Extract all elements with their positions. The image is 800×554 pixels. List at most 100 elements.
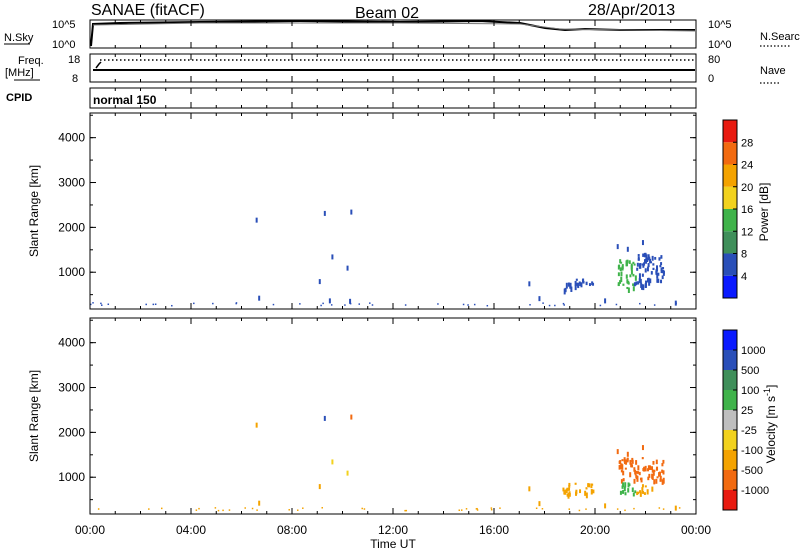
- patch-mark: [622, 478, 625, 482]
- power-colorbar-label: Power [dB]: [757, 183, 771, 242]
- patch-mark: [657, 272, 660, 276]
- patch-mark: [575, 278, 578, 281]
- colorbar-segment: [723, 275, 737, 298]
- near-range-mark: [371, 304, 374, 306]
- patch-mark: [619, 259, 622, 264]
- patch-mark: [624, 492, 627, 496]
- velocity-data-marks: [97, 414, 681, 512]
- patch-mark: [626, 259, 629, 264]
- near-range-mark: [214, 507, 217, 509]
- patch-mark: [633, 263, 636, 266]
- patch-mark: [637, 471, 640, 474]
- patch-mark: [648, 473, 651, 478]
- patch-mark: [643, 492, 646, 495]
- near-range-mark: [490, 508, 493, 511]
- patch-mark: [585, 487, 588, 490]
- near-range-mark: [562, 302, 565, 305]
- patch-mark: [636, 491, 639, 496]
- near-range-mark: [90, 303, 92, 306]
- near-range-mark: [330, 304, 333, 306]
- near-range-mark: [235, 302, 237, 305]
- patch-mark: [636, 475, 639, 482]
- patch-mark: [635, 474, 638, 478]
- patch-mark: [642, 491, 645, 494]
- scatter-mark: [350, 414, 353, 420]
- velocity-ylabel: Slant Range [km]: [27, 370, 41, 462]
- near-range-mark: [148, 508, 150, 510]
- patch-mark: [621, 485, 624, 489]
- near-range-mark: [198, 507, 200, 510]
- patch-mark: [632, 283, 635, 286]
- patch-mark: [631, 459, 634, 464]
- patch-mark: [662, 477, 665, 484]
- patch-mark: [644, 252, 647, 256]
- patch-mark: [588, 283, 591, 287]
- patch-mark: [585, 281, 588, 286]
- scatter-mark: [528, 486, 531, 492]
- freq-label-line1: Freq.: [18, 55, 44, 67]
- patch-mark: [585, 492, 588, 499]
- patch-mark: [644, 485, 647, 488]
- near-range-mark: [462, 303, 465, 306]
- time-axis-ticks: 00:00 04:00 08:00 12:00 16:00 20:00 00:00: [75, 20, 711, 537]
- patch-mark: [662, 459, 665, 464]
- patch-mark: [643, 262, 646, 266]
- patch-mark: [648, 280, 651, 286]
- colorbar-segment: [723, 231, 737, 254]
- patch-mark: [656, 267, 659, 272]
- patch-mark: [641, 484, 644, 488]
- power-ylabel: Slant Range [km]: [27, 165, 41, 257]
- near-range-mark: [321, 507, 323, 509]
- patch-mark: [574, 280, 577, 287]
- y-tick-label: 3000: [58, 176, 85, 190]
- near-range-mark: [542, 302, 544, 304]
- freq-startup-trace: [95, 61, 102, 69]
- velocity-panel-frame: [89, 317, 697, 515]
- patch-mark: [641, 487, 644, 493]
- scatter-mark: [328, 298, 331, 304]
- patch-mark: [633, 467, 636, 472]
- patch-mark: [622, 283, 625, 286]
- scatter-mark: [331, 254, 334, 260]
- patch-mark: [653, 479, 656, 485]
- patch-mark: [637, 281, 640, 285]
- near-range-mark: [624, 509, 626, 512]
- near-range-mark: [217, 509, 220, 512]
- colorbar-segment: [723, 450, 737, 470]
- patch-mark: [639, 490, 642, 493]
- patch-mark: [620, 469, 623, 473]
- colorbar-tick-label: -500: [741, 465, 763, 477]
- patch-mark: [656, 278, 659, 283]
- near-range-mark: [171, 304, 173, 307]
- near-range-mark: [212, 302, 214, 305]
- scatter-mark: [604, 503, 607, 509]
- patch-mark: [569, 282, 572, 287]
- scatter-mark: [626, 246, 629, 252]
- patch-mark: [641, 457, 644, 460]
- patch-mark: [647, 468, 650, 472]
- patch-mark: [644, 465, 647, 472]
- patch-mark: [639, 491, 642, 497]
- patch-mark: [626, 458, 629, 463]
- patch-mark: [661, 463, 664, 467]
- nsearch-series-line: [92, 22, 696, 32]
- power-y-ticks: 1000 2000 3000 4000: [58, 114, 696, 296]
- patch-mark: [568, 492, 571, 497]
- nave-label: Nave: [760, 65, 786, 77]
- patch-mark: [584, 490, 587, 496]
- y-tick-label: 2000: [58, 425, 85, 439]
- scatter-mark: [616, 244, 619, 250]
- freq-left-tick-top: 18: [68, 54, 80, 66]
- nave-right-tick-top: 80: [708, 54, 720, 66]
- near-range-mark: [405, 509, 408, 512]
- near-range-mark: [369, 302, 371, 304]
- colorbar-segment: [723, 186, 737, 209]
- near-range-mark: [107, 303, 110, 306]
- near-range-mark: [404, 509, 406, 512]
- patch-mark: [621, 264, 624, 270]
- cpid-mode: normal 150: [93, 93, 157, 107]
- near-range-mark: [358, 303, 361, 305]
- patch-mark: [588, 483, 591, 488]
- patch-mark: [651, 486, 654, 492]
- patch-mark: [659, 475, 662, 481]
